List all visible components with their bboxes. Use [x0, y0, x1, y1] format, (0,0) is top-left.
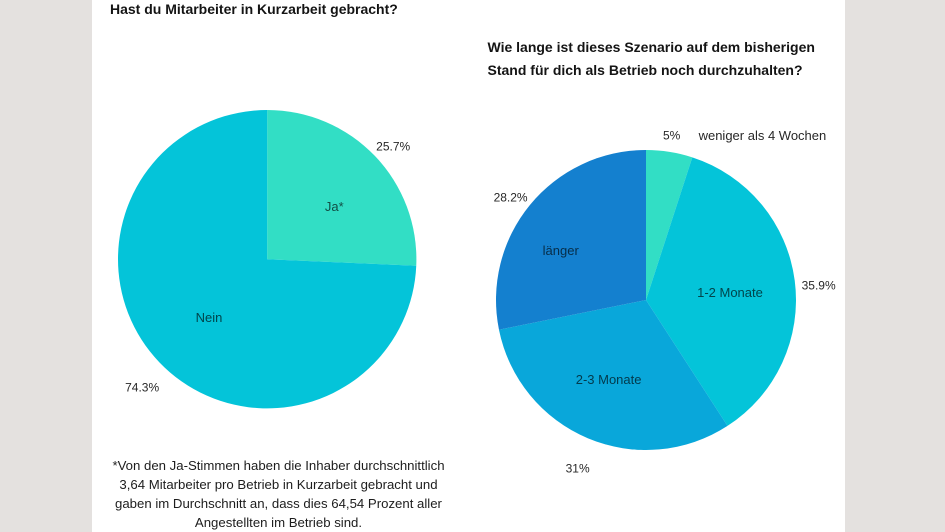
pie-slice-l-nger — [495, 149, 646, 330]
pie-chart-left — [117, 109, 417, 409]
slice-label-ja: Ja* — [324, 199, 344, 214]
slice-percent-l-nger: 28.2% — [493, 190, 528, 205]
pie-slice-weniger-als-4-wochen — [645, 149, 693, 300]
pie-slice-ja — [266, 109, 417, 266]
footnote-text: *Von den Ja-Stimmen haben die Inhaber du… — [112, 457, 445, 530]
chart-title-right: Wie lange ist dieses Szenario auf dem bi… — [487, 38, 815, 78]
slice-percent-weniger-als-4-wochen: 5% — [663, 128, 681, 143]
slice-label-1-2-monate: 1-2 Monate — [697, 285, 763, 301]
slice-label-2-3-monate: 2-3 Monate — [575, 371, 642, 387]
pie-chart-right — [495, 149, 796, 450]
slice-label-l-nger: länger — [542, 242, 579, 258]
slice-percent-ja: 25.7% — [376, 139, 411, 154]
slice-percent-2-3-monate: 31% — [565, 461, 590, 476]
slice-label-nein: Nein — [195, 309, 223, 325]
slice-percent-nein: 74.3% — [125, 380, 160, 395]
slice-percent-1-2-monate: 35.9% — [801, 278, 836, 293]
pie-slice-2-3-monate — [498, 299, 728, 450]
letterbox-left — [0, 0, 92, 532]
pie-slice-nein — [117, 109, 417, 409]
chart-title-left: Hast du Mitarbeiter in Kurzarbeit gebrac… — [110, 1, 398, 17]
pie-slice-1-2-monate — [645, 156, 796, 426]
slice-label-weniger-als-4-wochen: weniger als 4 Wochen — [698, 128, 827, 144]
letterbox-right — [845, 0, 945, 532]
